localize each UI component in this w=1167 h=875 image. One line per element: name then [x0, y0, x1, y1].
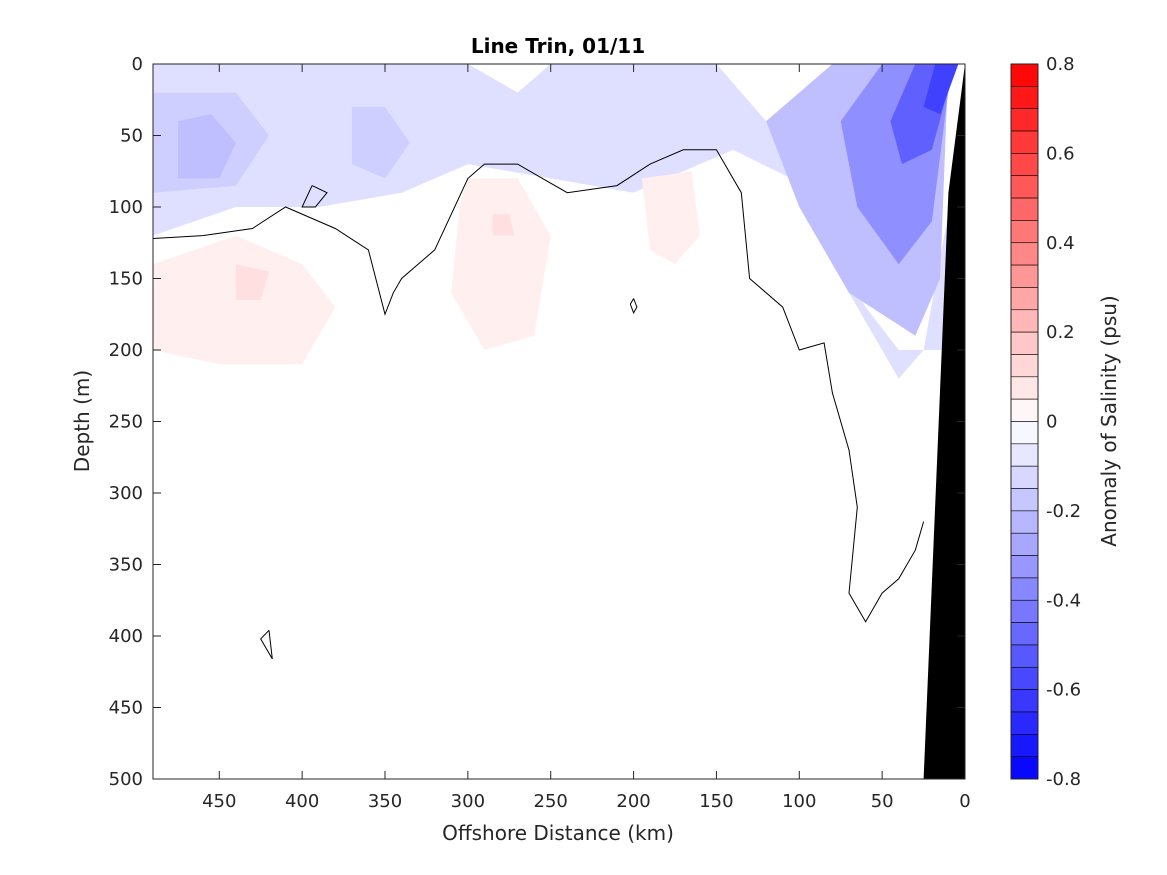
y-tick-label: 500 [109, 769, 143, 790]
contour-region-salty-lens-2 [451, 178, 551, 350]
y-tick-label: 300 [109, 483, 143, 504]
colorbar-swatch [1010, 510, 1039, 534]
colorbar-swatch [1010, 175, 1039, 199]
x-tick-label: 200 [616, 791, 650, 812]
colorbar-swatch [1010, 711, 1039, 735]
colorbar-swatch [1010, 220, 1039, 244]
x-tick-label: 0 [959, 791, 970, 812]
y-axis-label: Depth (m) [70, 370, 94, 472]
colorbar-swatch [1010, 555, 1039, 579]
x-tick-label: 150 [699, 791, 733, 812]
colorbar: 0.8 0.6 0.4 0.2 0 -0.2 -0.4 -0.6 -0.8 [1010, 54, 1081, 790]
contour-region-surface-fresh-core-3 [351, 106, 410, 179]
colorbar-swatch [1010, 622, 1039, 646]
colorbar-swatch [1010, 153, 1039, 177]
colorbar-swatch [1010, 86, 1039, 109]
x-tick-label: 100 [782, 791, 816, 812]
contour-region-coastal-fresh-4 [923, 64, 959, 115]
chart-title: Line Trin, 01/11 [471, 34, 645, 58]
colorbar-tick-label: -0.6 [1046, 680, 1081, 701]
contour-region-salty-lens-3 [641, 171, 700, 265]
colorbar-swatch [1010, 734, 1039, 757]
contour-region-salty-lens-1-core [235, 264, 269, 300]
colorbar-frame [1010, 63, 1039, 780]
colorbar-swatch [1010, 443, 1039, 467]
colorbar-swatch [1010, 287, 1039, 311]
colorbar-swatch [1010, 197, 1039, 221]
y-tick-label: 450 [109, 698, 143, 719]
plot-area [152, 63, 966, 780]
colorbar-swatch [1010, 756, 1039, 780]
colorbar-swatch [1010, 309, 1039, 333]
contour-region-surface-fresh-core-4 [583, 114, 642, 150]
x-axis-label: Offshore Distance (km) [442, 821, 674, 845]
colorbar-tick-label: -0.2 [1046, 501, 1081, 522]
colorbar-swatch [1010, 264, 1039, 288]
x-axis-ticks: 450 400 350 300 250 200 150 100 50 0 [202, 64, 971, 812]
x-tick-label: 350 [368, 791, 402, 812]
y-tick-label: 350 [109, 555, 143, 576]
colorbar-tick-label: 0.2 [1046, 322, 1075, 343]
colorbar-swatch [1010, 689, 1039, 713]
colorbar-swatch [1010, 644, 1039, 668]
colorbar-tick-label: 0.8 [1046, 54, 1075, 75]
zero-contour-line-3 [260, 629, 273, 660]
zero-contour-line-4 [629, 298, 638, 314]
colorbar-swatch [1010, 599, 1039, 623]
x-tick-label: 450 [202, 791, 236, 812]
x-tick-label: 250 [534, 791, 568, 812]
y-tick-label: 400 [109, 626, 143, 647]
colorbar-swatch [1010, 577, 1039, 601]
colorbar-swatch [1010, 108, 1039, 132]
colorbar-swatch [1010, 532, 1039, 556]
y-tick-label: 100 [109, 197, 143, 218]
x-tick-label: 50 [871, 791, 894, 812]
colorbar-tick-label: 0.4 [1046, 233, 1075, 254]
colorbar-label: Anomaly of Salinity (psu) [1097, 295, 1121, 546]
y-tick-label: 150 [109, 269, 143, 290]
colorbar-swatch [1010, 465, 1039, 489]
colorbar-swatch [1010, 666, 1039, 690]
colorbar-swatch [1010, 354, 1039, 378]
contour-region-surface-fresh-core-2 [177, 114, 236, 179]
colorbar-swatch [1010, 331, 1039, 355]
contour-region-salty-lens-2-core [492, 214, 515, 236]
y-tick-label: 0 [132, 54, 143, 75]
colorbar-swatch [1010, 488, 1039, 512]
colorbar-tick-label: -0.8 [1046, 769, 1081, 790]
y-tick-label: 250 [109, 412, 143, 433]
y-axis-ticks: 0 50 100 150 200 250 300 350 400 450 500 [109, 54, 965, 790]
x-tick-label: 300 [451, 791, 485, 812]
colorbar-tick-label: 0.6 [1046, 143, 1075, 164]
bathymetry-shelf [923, 64, 965, 779]
colorbar-tick-label: 0 [1046, 412, 1057, 433]
colorbar-swatch [1010, 398, 1039, 422]
y-tick-label: 200 [109, 340, 143, 361]
zero-contour-line-2 [301, 185, 328, 208]
y-tick-label: 50 [120, 126, 143, 147]
colorbar-swatch [1010, 63, 1039, 87]
colorbar-tick-label: -0.4 [1046, 590, 1081, 611]
zero-contour-line-1 [153, 149, 925, 623]
colorbar-swatch [1010, 376, 1039, 400]
colorbar-swatch [1010, 242, 1039, 266]
colorbar-swatch [1010, 130, 1039, 154]
x-tick-label: 400 [285, 791, 319, 812]
colorbar-swatch [1010, 421, 1039, 445]
